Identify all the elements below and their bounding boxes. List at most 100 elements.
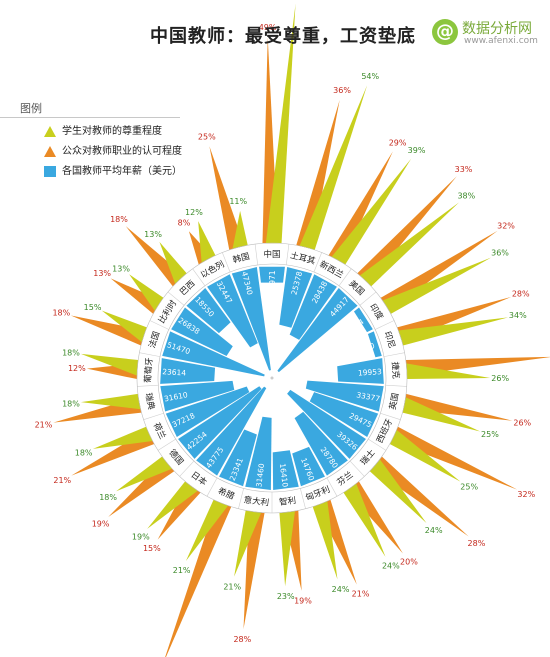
label-divider [338,268,352,286]
label-divider [222,252,231,273]
public-approval-label: 32% [517,490,535,499]
salary-bar [160,358,216,384]
public-approval-spike [70,315,146,346]
country-label: 法国 [147,330,163,350]
country-label: 捷克 [389,361,401,379]
student-respect-spike [398,317,509,346]
student-respect-label: 24% [332,585,350,594]
label-divider [192,268,206,286]
salary-bar [162,331,265,377]
center-dot [270,376,274,380]
student-respect-label: 18% [75,449,93,458]
legend-title: 图例 [20,102,42,115]
salary-bar [367,331,382,358]
public-approval-spike [125,226,185,287]
label-divider [349,460,365,477]
salary-bar [219,429,257,487]
student-respect-spike [147,481,198,529]
salary-value: 19953 [358,367,383,377]
student-respect-label: 11% [229,197,247,206]
legend-label: 学生对教师的尊重程度 [62,126,162,137]
salary-value: 31460 [254,463,266,488]
salary-bar [171,307,233,357]
student-respect-label: 13% [144,230,162,239]
salary-bar [272,450,299,490]
salary-value: 23614 [162,367,187,377]
public-approval-spike [157,483,201,540]
public-approval-label: 21% [35,421,53,430]
student-respect-label: 26% [491,374,509,383]
country-label: 智利 [278,495,296,508]
public-approval-label: 19% [294,597,312,606]
student-respect-label: 13% [112,264,130,273]
salary-value: 33377 [356,390,381,403]
square-icon [44,165,56,177]
student-respect-label: 23% [277,592,295,601]
student-respect-spike [116,456,173,492]
public-approval-label: 28% [512,290,530,299]
label-divider [206,477,218,497]
public-approval-label: 19% [92,519,110,528]
country-label: 意大利 [243,494,270,508]
label-divider [137,384,159,387]
public-approval-spike [110,278,162,314]
student-respect-spike [159,241,187,284]
label-divider [359,291,377,306]
country-label: 葡萄牙 [142,357,155,383]
salary-bar [305,380,384,412]
label-divider [300,488,306,509]
label-divider [368,438,387,451]
salary-value: 31610 [163,390,188,403]
student-respect-spike [402,397,481,432]
salary-bar [196,386,267,476]
legend-label: 各国教师平均年薪（美元） [62,166,182,177]
student-respect-label: 21% [173,566,191,575]
public-approval-label: 49% [259,23,277,32]
public-approval-label: 8% [178,219,191,228]
salary-bar [178,386,262,459]
legend-divider [0,117,180,118]
label-divider [385,384,407,387]
public-approval-label: 18% [52,308,70,317]
student-respect-label: 21% [223,582,241,591]
student-respect-spike [331,158,412,265]
student-respect-label: 19% [132,533,150,542]
student-respect-label: 12% [185,208,203,217]
label-divider [383,352,405,357]
public-approval-label: 20% [400,558,418,567]
student-respect-spike [129,274,164,311]
student-respect-label: 24% [425,526,443,535]
chart-title: 中国教师：最受尊重，工资垫底 [150,26,416,47]
student-respect-label: 54% [361,72,379,81]
student-respect-spike [101,310,147,343]
label-divider [375,320,395,330]
country-label: 英国 [387,392,401,411]
public-approval-spike [371,456,469,537]
label-divider [143,412,164,421]
public-approval-label: 21% [352,590,370,599]
label-divider [179,460,195,477]
salary-bar [287,389,366,459]
salary-value: 6971 [268,270,277,289]
ring-outer-stroke [136,242,408,514]
salary-bar [294,411,348,476]
student-respect-label: 39% [408,146,426,155]
public-approval-label: 25% [198,133,216,142]
student-respect-spike [369,459,427,523]
country-label: 韩国 [232,251,251,266]
legend-item-salary: 各国教师平均年薪（美元） [44,162,182,180]
country-label: 瑞典 [143,392,157,411]
label-divider [167,291,185,306]
student-respect-spike [80,393,141,410]
salary-bar [277,288,358,373]
student-respect-spike [92,426,153,449]
student-respect-spike [299,85,368,250]
public-approval-spike [328,151,393,263]
salary-bar [231,267,271,371]
public-approval-label: 33% [455,165,473,174]
watermark-url: www.afenxi.com [464,36,538,46]
public-approval-label: 18% [110,215,128,224]
student-respect-spike [359,202,460,287]
student-respect-label: 24% [382,561,400,570]
